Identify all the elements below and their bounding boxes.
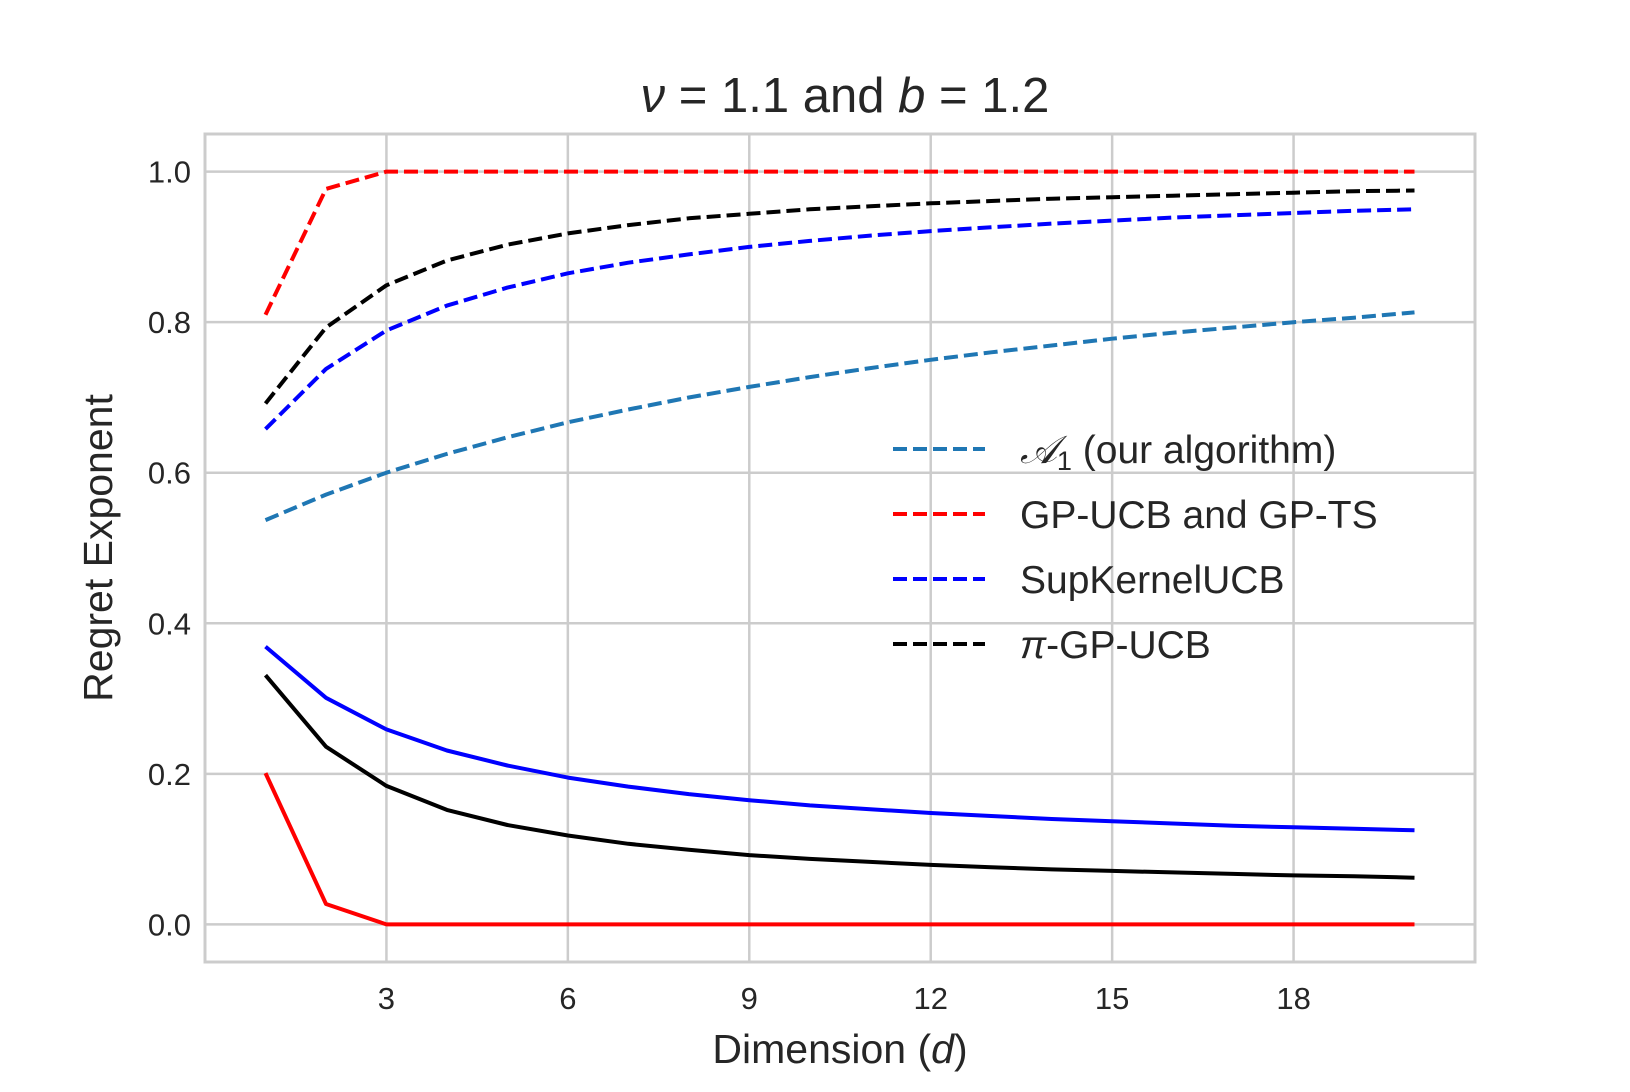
- legend-a1-rest: (our algorithm): [1072, 429, 1336, 472]
- y-tick-label: 0.2: [148, 757, 191, 792]
- legend-pi-rest: -GP-UCB: [1046, 624, 1211, 667]
- x-tick-label: 6: [559, 981, 576, 1016]
- series-line-dashed-0: [264, 310, 1415, 522]
- legend-label-a1: 𝒜1 (our algorithm): [1020, 428, 1336, 476]
- x-axis-title-text: Dimension (: [712, 1026, 931, 1072]
- y-tick-label: 0.0: [148, 907, 191, 942]
- legend-pi-symbol: π: [1020, 624, 1047, 667]
- series-layer: [263, 169, 1415, 927]
- x-tick-labels: 3 6 9 12 15 18: [378, 981, 1311, 1016]
- y-axis-title: Regret Exponent: [75, 394, 121, 702]
- plot-area: [203, 132, 1477, 964]
- series-line-dashed-1: [263, 169, 1415, 316]
- legend: 𝒜1 (our algorithm) GP-UCB and GP-TS SupK…: [893, 428, 1378, 667]
- series-line-solid-5: [264, 645, 1415, 833]
- legend-label-supkernelucb: SupKernelUCB: [1020, 559, 1284, 602]
- x-tick-label: 12: [913, 981, 947, 1016]
- title-b-symbol: b: [898, 69, 925, 123]
- x-axis-title-close: ): [954, 1026, 968, 1072]
- y-tick-label: 0.4: [148, 606, 191, 641]
- y-tick-label: 0.6: [148, 456, 191, 491]
- x-tick-label: 3: [378, 981, 395, 1016]
- chart-title: ν = 1.1 and b = 1.2: [641, 69, 1050, 123]
- title-nu-expr: = 1.1 and: [665, 69, 898, 123]
- x-axis-title-var: d: [931, 1026, 955, 1072]
- x-tick-label: 18: [1276, 981, 1310, 1016]
- title-b-expr: = 1.2: [925, 69, 1049, 123]
- series-line-dashed-2: [264, 207, 1415, 431]
- series-line-solid-6: [263, 673, 1415, 880]
- series-line-dashed-3: [263, 188, 1415, 405]
- title-nu-symbol: ν: [641, 69, 666, 123]
- x-axis-title: Dimension (d): [712, 1026, 967, 1072]
- x-tick-label: 15: [1095, 981, 1129, 1016]
- plot-frame: [203, 132, 1477, 964]
- y-tick-labels: 0.0 0.2 0.4 0.6 0.8 1.0: [148, 155, 191, 943]
- y-tick-label: 1.0: [148, 155, 191, 190]
- x-tick-label: 9: [741, 981, 758, 1016]
- legend-label-pi-gp-ucb: π-GP-UCB: [1020, 624, 1211, 667]
- legend-a1-subscript: 1: [1057, 446, 1072, 476]
- y-tick-label: 0.8: [148, 305, 191, 340]
- legend-label-gp-ucb: GP-UCB and GP-TS: [1020, 494, 1378, 537]
- series-line-solid-4: [263, 772, 1415, 927]
